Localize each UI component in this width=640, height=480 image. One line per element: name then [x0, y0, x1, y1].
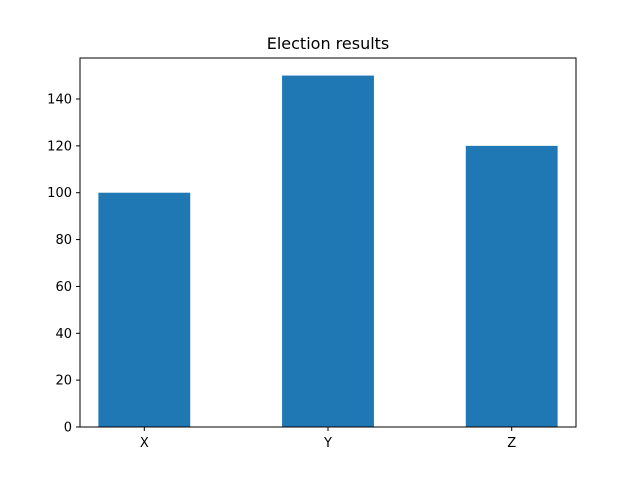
y-tick-label: 0: [64, 421, 72, 436]
bar-x: [98, 192, 191, 427]
y-tick-label: 20: [55, 374, 72, 389]
y-tick-label: 80: [55, 233, 72, 248]
y-tick-label: 100: [47, 186, 72, 201]
y-tick-label: 60: [55, 280, 72, 295]
x-tick-label: Y: [323, 436, 332, 451]
y-axis: 0 20 40 60 80 100 120 140: [47, 93, 80, 436]
y-tick-label: 120: [47, 139, 72, 154]
y-tick-label: 40: [55, 327, 72, 342]
bars-layer: [98, 75, 558, 428]
bar-z: [465, 145, 558, 427]
x-axis: X Y Z: [140, 427, 516, 451]
x-tick-label: Z: [507, 436, 516, 451]
plot-frame: [79, 57, 577, 428]
bar-y: [282, 75, 374, 428]
y-tick-label: 140: [47, 93, 72, 108]
chart-title: Election results: [267, 34, 390, 53]
x-tick-label: X: [140, 436, 149, 451]
